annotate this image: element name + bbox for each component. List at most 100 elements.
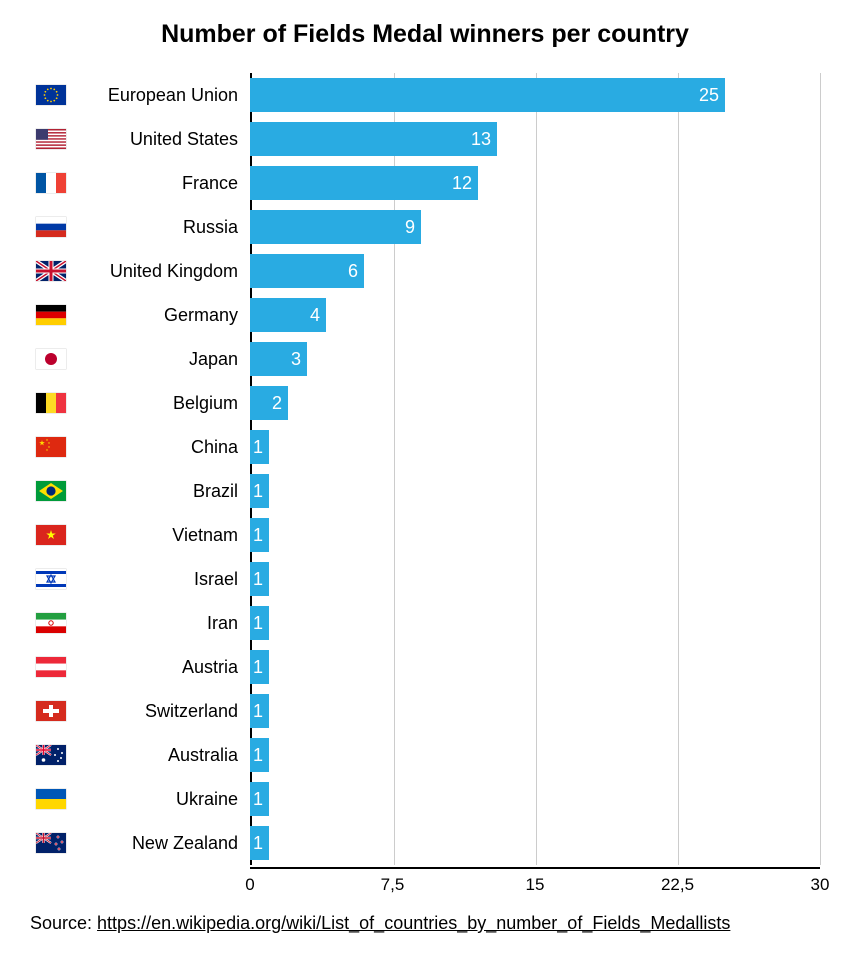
country-label: European Union <box>80 85 250 106</box>
chart-row: Iran1 <box>30 601 820 645</box>
flag-at-icon <box>30 657 80 677</box>
chart-row: Ukraine1 <box>30 777 820 821</box>
bar: 4 <box>250 298 326 332</box>
chart-row: United Kingdom6 <box>30 249 820 293</box>
bar-value: 4 <box>310 305 320 326</box>
bar: 13 <box>250 122 497 156</box>
country-label: Iran <box>80 613 250 634</box>
bar-value: 13 <box>471 129 491 150</box>
bar: 12 <box>250 166 478 200</box>
bar: 1 <box>250 738 269 772</box>
bar-value: 9 <box>405 217 415 238</box>
plot-cell: 4 <box>250 293 820 337</box>
chart-row: Switzerland1 <box>30 689 820 733</box>
chart-row: European Union 25 <box>30 73 820 117</box>
flag-vn-icon <box>30 525 80 545</box>
flag-ch-icon <box>30 701 80 721</box>
chart-row: Belgium 2 <box>30 381 820 425</box>
bar: 1 <box>250 650 269 684</box>
plot-cell: 1 <box>250 601 820 645</box>
plot-cell: 6 <box>250 249 820 293</box>
bar: 2 <box>250 386 288 420</box>
chart-row: Vietnam1 <box>30 513 820 557</box>
flag-ua-icon <box>30 789 80 809</box>
bar-value: 25 <box>699 85 719 106</box>
bar-value: 6 <box>348 261 358 282</box>
chart-row: Japan 3 <box>30 337 820 381</box>
bar: 25 <box>250 78 725 112</box>
country-label: Russia <box>80 217 250 238</box>
bar: 1 <box>250 782 269 816</box>
chart-row: New Zealand1 <box>30 821 820 865</box>
bar-value: 1 <box>253 525 263 546</box>
bar: 1 <box>250 606 269 640</box>
bar: 1 <box>250 694 269 728</box>
chart: European Union25United States13France12R… <box>30 73 820 897</box>
source-line: Source: https://en.wikipedia.org/wiki/Li… <box>30 913 820 934</box>
flag-il-icon <box>30 569 80 589</box>
flag-br-icon <box>30 481 80 501</box>
plot-cell: 2 <box>250 381 820 425</box>
plot-cell: 1 <box>250 469 820 513</box>
bar: 1 <box>250 518 269 552</box>
bar-value: 2 <box>272 393 282 414</box>
chart-row: China1 <box>30 425 820 469</box>
flag-uk-icon <box>30 261 80 281</box>
chart-title: Number of Fields Medal winners per count… <box>30 20 820 49</box>
chart-row: Russia 9 <box>30 205 820 249</box>
bar-value: 1 <box>253 569 263 590</box>
chart-row: France 12 <box>30 161 820 205</box>
bar-value: 1 <box>253 481 263 502</box>
bar-value: 1 <box>253 657 263 678</box>
plot-cell: 1 <box>250 689 820 733</box>
bar-value: 12 <box>452 173 472 194</box>
flag-us-icon <box>30 129 80 149</box>
flag-eu-icon <box>30 85 80 105</box>
bar: 9 <box>250 210 421 244</box>
country-label: Vietnam <box>80 525 250 546</box>
bar-value: 1 <box>253 437 263 458</box>
source-prefix: Source: <box>30 913 97 933</box>
country-label: Switzerland <box>80 701 250 722</box>
chart-row: United States13 <box>30 117 820 161</box>
country-label: New Zealand <box>80 833 250 854</box>
country-label: France <box>80 173 250 194</box>
x-axis: 07,51522,530 <box>30 867 820 897</box>
chart-row: Australia1 <box>30 733 820 777</box>
plot-cell: 3 <box>250 337 820 381</box>
country-label: Germany <box>80 305 250 326</box>
plot-cell: 13 <box>250 117 820 161</box>
bar-value: 3 <box>291 349 301 370</box>
chart-row: Brazil1 <box>30 469 820 513</box>
bar: 6 <box>250 254 364 288</box>
flag-jp-icon <box>30 349 80 369</box>
plot-cell: 1 <box>250 513 820 557</box>
country-label: Brazil <box>80 481 250 502</box>
source-link[interactable]: https://en.wikipedia.org/wiki/List_of_co… <box>97 913 730 933</box>
country-label: Japan <box>80 349 250 370</box>
flag-be-icon <box>30 393 80 413</box>
country-label: Belgium <box>80 393 250 414</box>
plot-cell: 1 <box>250 821 820 865</box>
x-tick-label: 0 <box>245 875 254 895</box>
plot-cell: 1 <box>250 557 820 601</box>
gridline <box>820 73 821 865</box>
country-label: Israel <box>80 569 250 590</box>
country-label: Austria <box>80 657 250 678</box>
x-tick-label: 30 <box>811 875 830 895</box>
flag-ir-icon <box>30 613 80 633</box>
country-label: China <box>80 437 250 458</box>
bar: 1 <box>250 826 269 860</box>
axis-plot: 07,51522,530 <box>250 867 820 897</box>
bar: 1 <box>250 562 269 596</box>
flag-ru-icon <box>30 217 80 237</box>
bar-value: 1 <box>253 701 263 722</box>
plot-cell: 9 <box>250 205 820 249</box>
bar: 3 <box>250 342 307 376</box>
flag-cn-icon <box>30 437 80 457</box>
x-tick-label: 15 <box>526 875 545 895</box>
chart-row: Austria1 <box>30 645 820 689</box>
plot-cell: 12 <box>250 161 820 205</box>
plot-cell: 25 <box>250 73 820 117</box>
flag-fr-icon <box>30 173 80 193</box>
